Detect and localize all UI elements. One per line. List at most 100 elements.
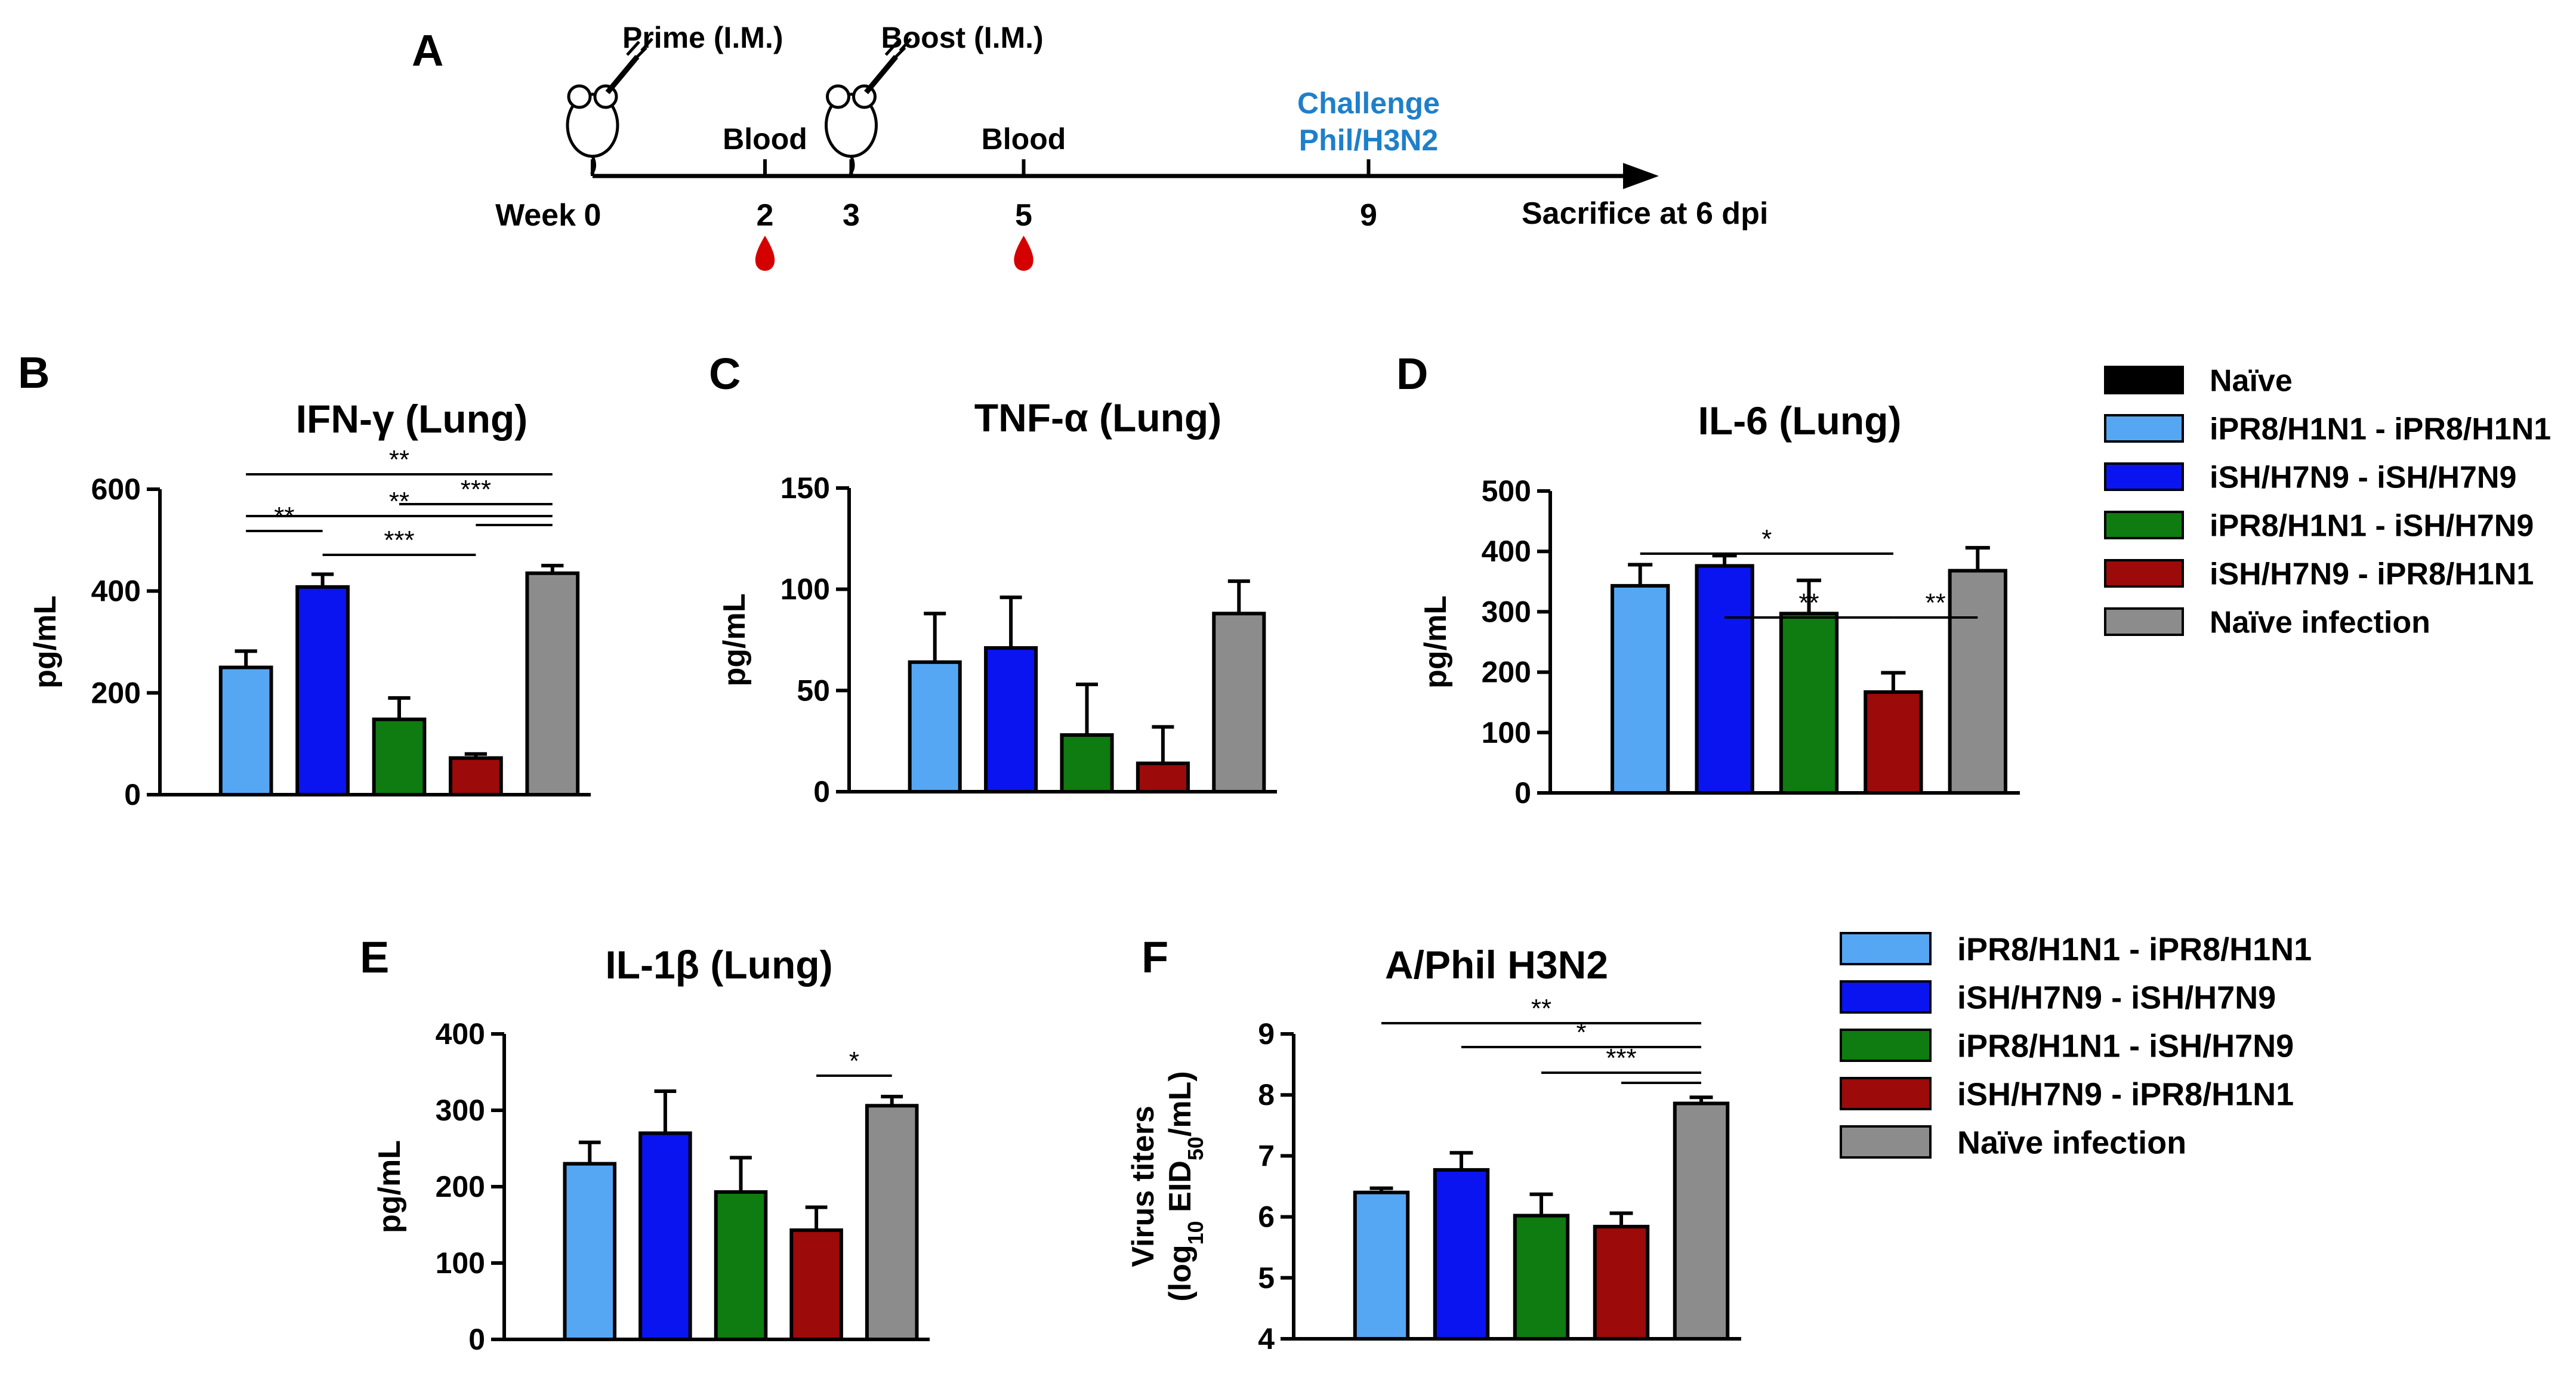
y-label-part: /mL) bbox=[1163, 1071, 1198, 1137]
legend-swatch bbox=[2104, 414, 2184, 443]
significance-stars: *** bbox=[1606, 1043, 1636, 1073]
y-tick-label: 300 bbox=[436, 1094, 485, 1127]
legend-swatch bbox=[1840, 1125, 1932, 1159]
panel-d-title: IL-6 (Lung) bbox=[1698, 399, 1902, 443]
y-tick-label: 400 bbox=[91, 575, 141, 608]
y-tick-label: 0 bbox=[813, 775, 830, 808]
significance-stars: ** bbox=[1531, 994, 1551, 1023]
panel-letter-a: A bbox=[412, 26, 443, 75]
y-tick-label: 400 bbox=[1482, 535, 1531, 568]
legend-label: iPR8/H1N1 - iPR8/H1N1 bbox=[1957, 931, 2312, 967]
timeline-event-label: Prime (I.M.) bbox=[622, 21, 783, 54]
bar-e-5 bbox=[865, 1104, 919, 1341]
bar-b-5 bbox=[525, 571, 580, 796]
legend-swatch bbox=[1840, 932, 1932, 965]
legend-label: Naïve infection bbox=[1957, 1125, 2186, 1160]
bar-f-1 bbox=[1353, 1190, 1410, 1341]
timeline-event-label: Phil/H3N2 bbox=[1299, 123, 1438, 157]
y-label-subscript: 10 bbox=[1183, 1221, 1208, 1245]
bar-e-2 bbox=[638, 1131, 692, 1342]
mouse-tail-shape bbox=[849, 155, 855, 175]
y-axis-label: pg/mL bbox=[717, 594, 752, 687]
y-tick-label: 150 bbox=[780, 471, 830, 505]
significance-stars: *** bbox=[384, 526, 414, 555]
bar-c-2 bbox=[984, 646, 1038, 794]
legend-swatch bbox=[1840, 980, 1932, 1014]
y-label-part: EID bbox=[1163, 1160, 1198, 1221]
y-tick-label: 400 bbox=[436, 1017, 485, 1051]
y-label-line: Virus titers bbox=[1126, 1106, 1161, 1267]
legend-bottom: iPR8/H1N1 - iPR8/H1N1 iSH/H7N9 - iSH/H7N9… bbox=[1840, 931, 2312, 1160]
syringe-icon bbox=[605, 55, 640, 94]
syringe-icon bbox=[864, 55, 898, 94]
legend-label: iSH/H7N9 - iPR8/H1N1 bbox=[1957, 1076, 2294, 1112]
panel-f-virus-titer-chart: F A/Phil H3N2 4 5 6 7 8 9 Virus titers(log10 EID… bbox=[1126, 933, 1741, 1356]
bar-d-4 bbox=[1864, 690, 1923, 795]
legend-swatch bbox=[1840, 1029, 1932, 1062]
timeline-panel: A Week Sacrifice at 6 dpi 0 Prime (I.M.) 2 Blo… bbox=[412, 21, 1768, 271]
y-tick-label: 0 bbox=[1514, 776, 1531, 810]
panel-f-title: A/Phil H3N2 bbox=[1385, 943, 1608, 987]
bar-f-3 bbox=[1513, 1214, 1570, 1341]
panel-letter-c: C bbox=[709, 349, 741, 399]
y-tick-label: 8 bbox=[1258, 1078, 1275, 1111]
significance-stars: *** bbox=[461, 475, 491, 504]
y-tick-label: 200 bbox=[436, 1170, 485, 1203]
panel-letter-e: E bbox=[360, 933, 389, 982]
panel-c-tnf-alpha-chart: C TNF-α (Lung) 0 50 100 150 pg/mL bbox=[709, 349, 1277, 808]
legend-top: Naïve iPR8/H1N1 - iPR8/H1N1 iSH/H7N9 - iSH… bbox=[2104, 364, 2551, 640]
legend-label: iPR8/H1N1 - iSH/H7N9 bbox=[1957, 1028, 2294, 1064]
panel-letter-f: F bbox=[1142, 933, 1168, 982]
mouse-icon bbox=[825, 38, 912, 175]
bar-c-1 bbox=[908, 660, 962, 793]
panel-letter-b: B bbox=[18, 348, 50, 397]
bar-b-4 bbox=[449, 756, 503, 797]
mouse-ear-shape bbox=[567, 84, 592, 109]
legend-swatch bbox=[2104, 559, 2184, 588]
timeline-event-label: Challenge bbox=[1297, 87, 1440, 120]
bar-c-5 bbox=[1212, 612, 1266, 794]
y-tick-label: 9 bbox=[1258, 1017, 1275, 1051]
mouse-icon bbox=[566, 38, 653, 175]
y-tick-label: 100 bbox=[1482, 716, 1531, 749]
y-label-subscript: 50 bbox=[1183, 1137, 1208, 1160]
timeline-week-number: 2 bbox=[757, 198, 774, 233]
legend-label: iSH/H7N9 - iSH/H7N9 bbox=[2210, 461, 2516, 495]
significance-stars: ** bbox=[274, 502, 294, 531]
bar-f-5 bbox=[1673, 1101, 1730, 1341]
bar-d-2 bbox=[1695, 564, 1754, 795]
legend-label: iPR8/H1N1 - iPR8/H1N1 bbox=[2210, 412, 2551, 447]
bar-b-1 bbox=[218, 665, 273, 796]
timeline-event-label: Blood bbox=[982, 122, 1066, 156]
mouse-ear-shape bbox=[826, 84, 850, 109]
syringe-plunger-shape bbox=[884, 38, 912, 62]
significance-stars: * bbox=[1761, 524, 1772, 554]
mouse-tail-shape bbox=[590, 155, 596, 175]
y-tick-label: 0 bbox=[468, 1323, 485, 1356]
significance-stars: ** bbox=[389, 445, 409, 474]
legend-swatch bbox=[2104, 511, 2184, 539]
timeline-arrow-head bbox=[1623, 163, 1659, 189]
timeline-week-number: 0 bbox=[584, 198, 601, 233]
legend-label: iSH/H7N9 - iPR8/H1N1 bbox=[2210, 557, 2534, 592]
syringe-plunger-shape bbox=[626, 38, 653, 62]
y-tick-label: 6 bbox=[1258, 1200, 1275, 1234]
y-axis-label: pg/mL bbox=[28, 595, 63, 688]
blood-drop-icon bbox=[1014, 236, 1034, 271]
bar-e-1 bbox=[563, 1162, 617, 1341]
timeline-week-number: 9 bbox=[1360, 198, 1377, 233]
bar-d-1 bbox=[1611, 583, 1670, 795]
legend-label: Naïve infection bbox=[2210, 606, 2430, 640]
y-axis-label: pg/mL bbox=[1418, 595, 1453, 688]
legend-label: iSH/H7N9 - iSH/H7N9 bbox=[1957, 980, 2276, 1015]
legend-swatch bbox=[2104, 462, 2184, 491]
timeline-week-number: 3 bbox=[843, 198, 860, 233]
bar-d-5 bbox=[1948, 569, 2007, 795]
sacrifice-label: Sacrifice at 6 dpi bbox=[1522, 196, 1768, 231]
timeline-event-label: Blood bbox=[723, 122, 807, 156]
panel-c-title: TNF-α (Lung) bbox=[974, 396, 1221, 440]
bar-f-2 bbox=[1433, 1168, 1490, 1341]
